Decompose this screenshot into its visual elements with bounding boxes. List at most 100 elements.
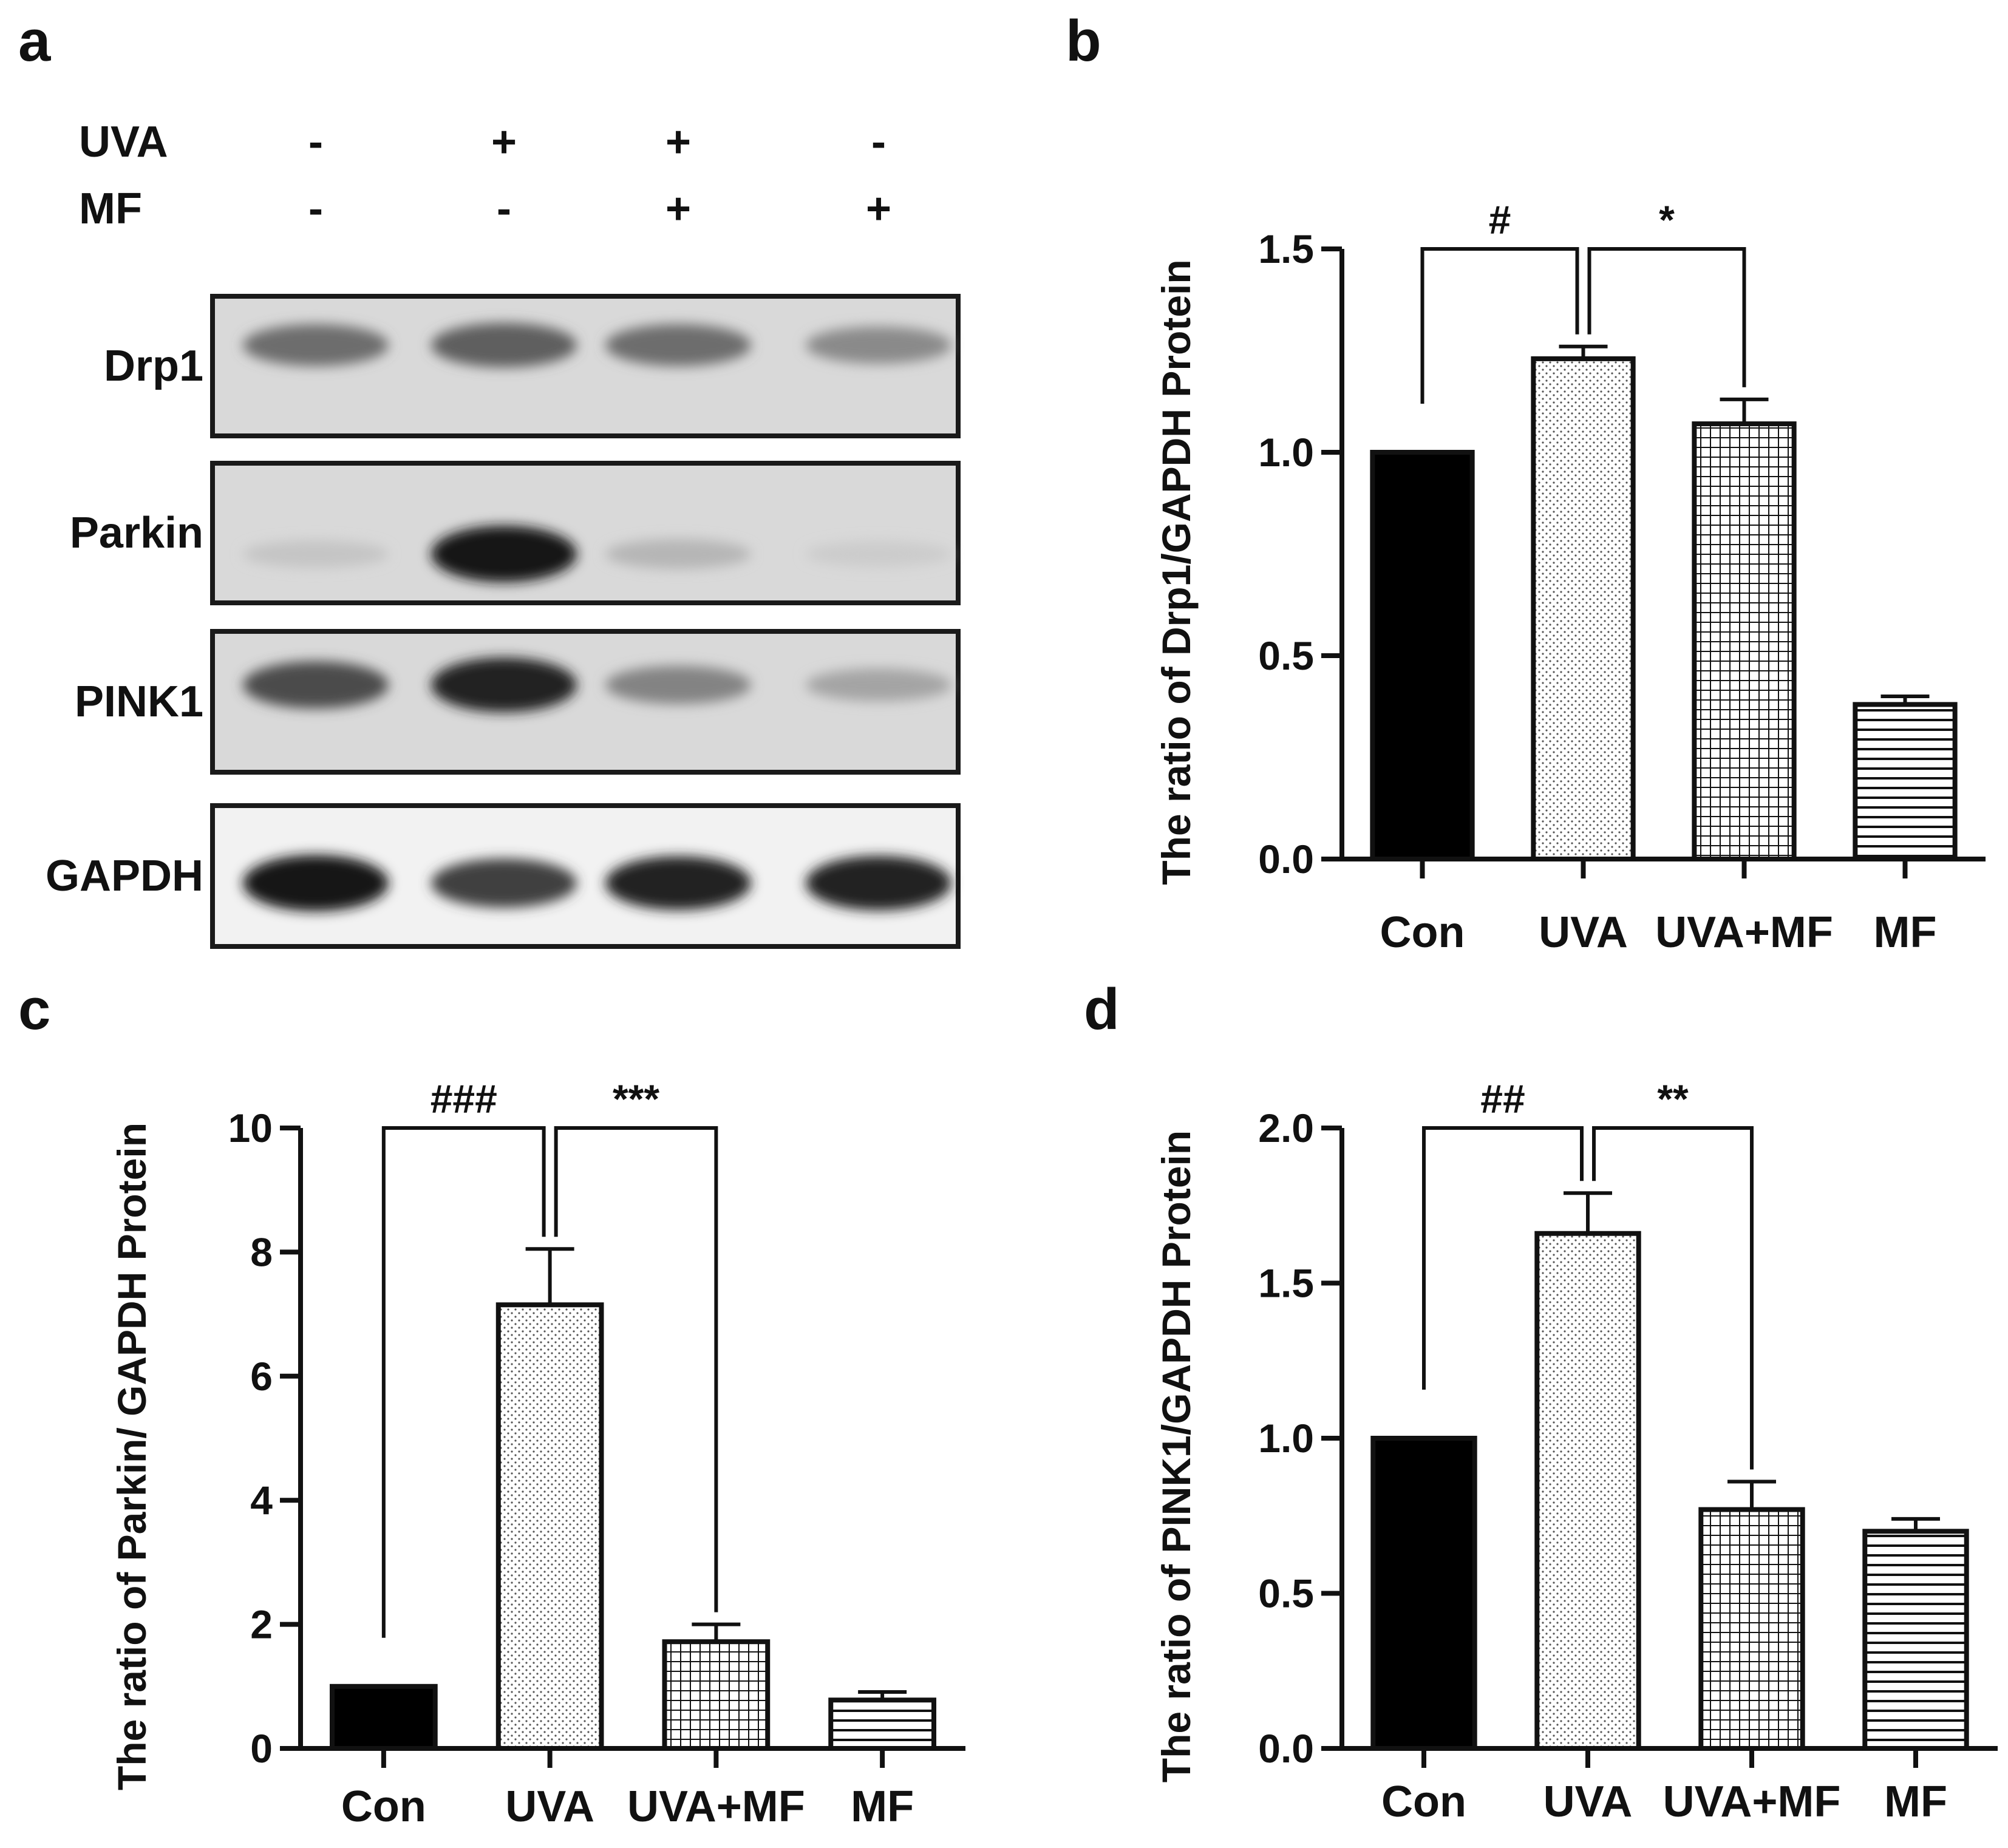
blot-strip-gapdh: GAPDH — [46, 803, 961, 949]
blot-band — [243, 661, 389, 709]
chart-drp1: 0.0 0.5 1.0 1.5 The ratio of Drp1/GAPDH Prot… — [1154, 197, 1986, 957]
bar-uva — [1531, 356, 1636, 861]
condition-mark: - — [497, 185, 511, 233]
significance-bracket — [1420, 247, 1579, 404]
western-blot-panel: UVA - + + - MF - - + + Drp1 Parkin PINK1 GAPDH — [46, 118, 961, 949]
bar-uva-plus-mf — [662, 1639, 771, 1751]
condition-mark: + — [491, 118, 517, 166]
bar-mf — [1862, 1529, 1969, 1751]
blot-label-pink1: PINK1 — [75, 678, 203, 726]
significance-label: * — [1659, 197, 1675, 242]
blot-band — [806, 540, 951, 568]
x-tick-label: MF — [1884, 1778, 1947, 1826]
panel-letter-b: b — [1066, 8, 1101, 73]
blot-band — [431, 657, 577, 713]
blot-strip-parkin: Parkin — [70, 461, 961, 605]
y-tick-label: 0.5 — [1258, 1571, 1314, 1616]
y-tick-label: 1.0 — [1258, 1416, 1314, 1461]
panel-letter-a: a — [18, 8, 51, 73]
blot-band — [431, 526, 577, 582]
y-tick-label: 10 — [228, 1106, 273, 1150]
blot-band — [431, 858, 577, 908]
bar-con — [1370, 450, 1475, 861]
blot-band — [243, 324, 389, 366]
x-tick-label: UVA — [1543, 1778, 1633, 1826]
y-tick-label: 4 — [250, 1478, 273, 1523]
bar-uva-plus-mf — [1698, 1507, 1805, 1751]
blot-strip-drp1: Drp1 — [104, 294, 961, 438]
y-tick-label: 1.0 — [1258, 430, 1314, 475]
bar-uva — [495, 1302, 604, 1751]
condition-mark: - — [308, 185, 323, 233]
condition-label-mf: MF — [79, 185, 142, 233]
y-axis-label: The ratio of Drp1/GAPDH Protein — [1154, 259, 1199, 885]
significance-bracket — [1587, 247, 1746, 387]
blot-band — [806, 855, 951, 911]
x-tick-label: MF — [851, 1782, 914, 1831]
x-tick-label: Con — [341, 1782, 426, 1831]
blot-band — [806, 326, 951, 364]
y-axis-label: The ratio of PINK1/GAPDH Protein — [1154, 1130, 1199, 1782]
x-tick-label: Con — [1381, 1778, 1466, 1826]
significance-label: ## — [1480, 1076, 1525, 1121]
blot-label-parkin: Parkin — [70, 509, 203, 557]
significance-bracket — [1422, 1126, 1584, 1390]
significance-label: ### — [431, 1076, 497, 1121]
x-tick-label: UVA — [505, 1782, 594, 1831]
blot-band — [605, 324, 751, 366]
bar-con — [330, 1683, 438, 1751]
panel-letter-c: c — [18, 977, 50, 1042]
significance-label: ** — [1657, 1076, 1689, 1121]
x-tick-label: UVA — [1539, 908, 1628, 957]
x-tick-label: UVA+MF — [1655, 908, 1833, 957]
chart-parkin: 0 2 4 6 8 10 The ratio of Parkin/ GAPDH Protei… — [109, 1076, 965, 1831]
y-axis-label: The ratio of Parkin/ GAPDH Protein — [109, 1123, 154, 1790]
y-tick-label: 0 — [250, 1726, 273, 1771]
blot-membrane — [210, 461, 961, 605]
y-tick-label: 0.0 — [1258, 1726, 1314, 1771]
blot-label-gapdh: GAPDH — [46, 852, 203, 900]
panel-letter-d: d — [1084, 977, 1120, 1042]
y-tick-label: 8 — [250, 1229, 273, 1274]
bar-mf — [828, 1697, 936, 1751]
blot-band — [605, 856, 751, 910]
blot-strip-pink1: PINK1 — [75, 629, 961, 775]
y-tick-label: 2.0 — [1258, 1106, 1314, 1150]
significance-label: # — [1489, 197, 1511, 242]
blot-band — [431, 322, 577, 368]
significance-bracket — [554, 1126, 718, 1612]
significance-bracket — [381, 1126, 546, 1638]
x-tick-label: MF — [1874, 908, 1937, 957]
x-tick-label: UVA+MF — [1663, 1778, 1841, 1826]
y-tick-label: 0.5 — [1258, 633, 1314, 678]
treatment-conditions: UVA - + + - MF - - + + — [79, 118, 891, 233]
y-tick-label: 1.5 — [1258, 226, 1314, 271]
condition-mark: + — [665, 118, 691, 166]
bar-uva — [1534, 1231, 1641, 1751]
condition-mark: - — [871, 118, 886, 166]
bar-mf — [1853, 702, 1958, 862]
chart-pink1: 0.0 0.5 1.0 1.5 2.0 The ratio of PINK1/GAPDH … — [1154, 1076, 1998, 1826]
x-tick-label: UVA+MF — [627, 1782, 805, 1831]
blot-band — [605, 665, 751, 704]
blot-membrane — [210, 294, 961, 438]
y-tick-label: 6 — [250, 1354, 273, 1399]
blot-band — [243, 540, 389, 568]
y-tick-label: 2 — [250, 1602, 273, 1647]
blot-band — [605, 538, 751, 569]
condition-mark: - — [308, 118, 323, 166]
blot-band — [243, 855, 389, 912]
x-tick-label: Con — [1380, 908, 1465, 957]
y-tick-label: 0.0 — [1258, 837, 1314, 882]
blot-label-drp1: Drp1 — [104, 342, 203, 390]
bar-uva-plus-mf — [1692, 421, 1797, 861]
significance-label: *** — [613, 1076, 659, 1121]
bar-con — [1370, 1436, 1477, 1751]
condition-mark: + — [665, 185, 691, 233]
y-tick-label: 1.5 — [1258, 1261, 1314, 1306]
condition-mark: + — [866, 185, 891, 233]
significance-bracket — [1592, 1126, 1754, 1470]
blot-band — [806, 668, 951, 702]
condition-label-uva: UVA — [79, 118, 168, 166]
